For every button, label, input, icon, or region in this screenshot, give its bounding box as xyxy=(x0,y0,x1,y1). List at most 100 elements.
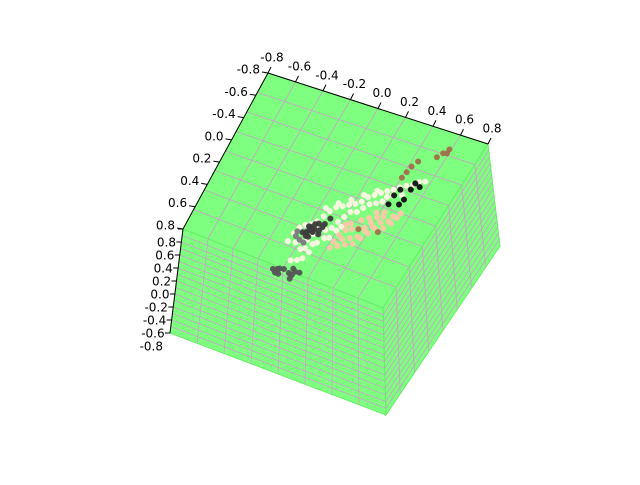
grid-front-z xyxy=(176,280,385,362)
scatter-point xyxy=(390,186,397,193)
grid-top-x xyxy=(307,117,406,279)
scatter-point xyxy=(355,226,362,233)
scatter-point xyxy=(349,240,356,247)
x-tick xyxy=(405,111,409,118)
z-tick-label: 0.4 xyxy=(154,262,173,276)
scatter-point xyxy=(388,220,395,227)
x-tick-label: -0.2 xyxy=(343,77,366,91)
x-tick-label: 0.4 xyxy=(427,104,446,118)
scatter-point xyxy=(284,238,291,245)
z-tick-label: 0.8 xyxy=(157,236,176,250)
scatter-point xyxy=(407,186,414,193)
y-tick-label: 0.8 xyxy=(156,219,175,233)
scatter-point xyxy=(371,192,378,199)
scatter-point xyxy=(326,244,333,251)
scatter-point xyxy=(374,214,381,221)
grid-front-z xyxy=(173,306,386,389)
scatter-point xyxy=(299,255,306,262)
scatter-point xyxy=(384,193,391,200)
y-tick-label: 0.4 xyxy=(180,174,199,188)
y-tick xyxy=(237,116,244,119)
x-tick-label: 0.0 xyxy=(372,86,391,100)
y-tick xyxy=(189,205,196,208)
scatter-point xyxy=(380,225,387,232)
y-axis-line xyxy=(182,72,269,230)
scatter-point xyxy=(305,249,312,256)
x-tick xyxy=(267,66,272,74)
scatter-point xyxy=(287,257,294,264)
grid-right-z xyxy=(384,220,498,389)
scatter-point xyxy=(326,208,333,215)
y-tick xyxy=(261,71,269,74)
scatter-point xyxy=(269,265,276,272)
x-tick-label: -0.4 xyxy=(315,68,338,82)
scatter-point xyxy=(401,196,408,203)
z-tick-label: -0.8 xyxy=(140,340,163,354)
y-tick xyxy=(213,160,220,163)
scatter-point xyxy=(334,218,341,225)
axes-lines xyxy=(165,66,492,334)
grid-right-z xyxy=(384,194,495,362)
grid-right-z xyxy=(384,207,496,376)
scatter-point xyxy=(384,188,391,195)
z-tick-label: -0.6 xyxy=(141,327,164,341)
scatter-point xyxy=(322,205,329,212)
x-tick-label: -0.8 xyxy=(260,51,283,65)
scatter-point xyxy=(394,214,401,221)
grid-front-z xyxy=(172,313,386,396)
grid-front-z xyxy=(177,274,385,356)
grid-front-z xyxy=(175,287,385,369)
scatter-point xyxy=(374,229,381,236)
x-tick xyxy=(377,102,382,109)
scatter-point xyxy=(339,203,346,210)
scatter-point xyxy=(299,229,306,236)
scatter-point xyxy=(330,238,337,245)
scatter-point xyxy=(341,241,348,248)
scatter-point xyxy=(353,208,360,215)
grid-front-z xyxy=(173,300,386,382)
scatter-point xyxy=(377,219,384,226)
scatter-point xyxy=(333,227,340,234)
grid-right-z xyxy=(383,156,490,322)
grid-right-z xyxy=(385,239,500,409)
scatter-point xyxy=(309,228,316,235)
scatter-point xyxy=(373,200,380,207)
scatter-point xyxy=(373,209,380,216)
scatter-point xyxy=(412,180,419,187)
scatter-point xyxy=(346,235,353,242)
scatter-point xyxy=(290,265,297,272)
scatter-point xyxy=(296,236,303,243)
y-tick xyxy=(249,93,256,96)
grid-top-y xyxy=(193,209,397,288)
z-tick-label: 0.6 xyxy=(155,249,174,263)
x-tick-label: 0.6 xyxy=(455,113,474,127)
y-tick-label: -0.8 xyxy=(237,63,260,77)
x-tick xyxy=(322,84,327,91)
scatter-point xyxy=(397,186,404,193)
y-tick-label: -0.4 xyxy=(212,107,235,121)
x-tick xyxy=(487,137,492,145)
scatter-point xyxy=(358,217,365,224)
scatter-point xyxy=(336,231,343,238)
scatter-point xyxy=(391,192,398,199)
x-tick-label: 0.2 xyxy=(400,95,419,109)
y-tick-label: -0.6 xyxy=(224,85,247,99)
scatter-point xyxy=(348,226,355,233)
grid-front-z xyxy=(177,267,385,349)
scatter-point xyxy=(366,214,373,221)
grid-front-z xyxy=(174,293,386,376)
x-tick xyxy=(350,93,354,100)
scatter-point xyxy=(422,178,429,185)
scatter-point xyxy=(321,220,328,227)
grid-front-z xyxy=(170,326,386,409)
scatter-point xyxy=(397,210,404,217)
scatter-point xyxy=(286,275,293,282)
grid-right-z xyxy=(383,162,491,329)
scatter-point xyxy=(361,191,368,198)
grid-right-z xyxy=(385,233,499,402)
z-tick-label: -0.2 xyxy=(144,301,167,315)
x-tick xyxy=(432,120,437,127)
scatter-point xyxy=(381,209,388,216)
